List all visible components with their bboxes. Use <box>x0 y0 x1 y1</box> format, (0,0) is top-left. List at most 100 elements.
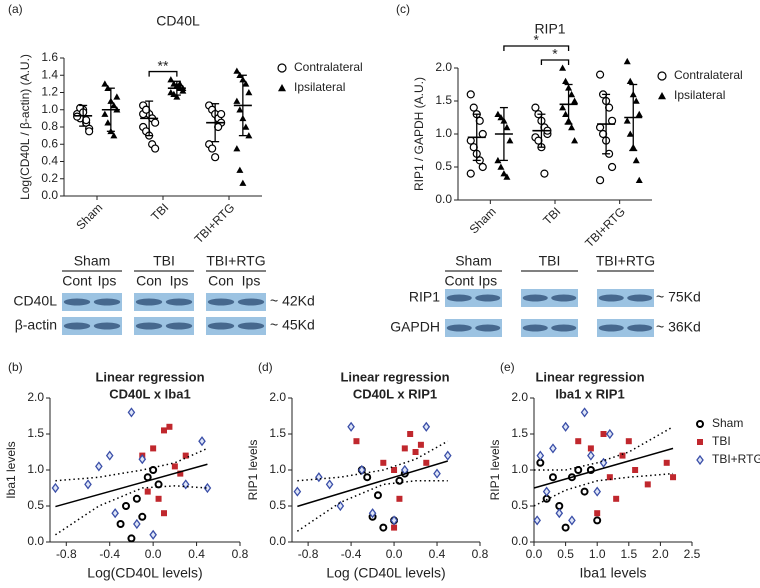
point <box>105 450 114 461</box>
blot-group-label: Sham <box>455 253 492 269</box>
point <box>497 114 505 121</box>
point <box>95 461 103 472</box>
point <box>466 90 475 99</box>
x-tick-label: 0.4 <box>188 547 205 561</box>
blot-size-label: ~ 45Kd <box>270 317 315 333</box>
point <box>111 508 119 519</box>
y-tick-label: 1.6 <box>41 50 58 64</box>
blot-panel <box>62 293 122 311</box>
blot-lane-label: Ips <box>478 273 497 289</box>
significance-label: * <box>552 46 558 62</box>
x-tick-label: 1.5 <box>620 547 637 561</box>
point <box>401 445 408 452</box>
point <box>236 166 244 173</box>
point <box>469 103 478 112</box>
x-tick-label: TBI <box>540 204 563 227</box>
blot-size-label: ~ 75Kd <box>656 289 701 305</box>
x-tick-label: Sham <box>73 200 105 232</box>
confidence-band <box>296 480 448 532</box>
point <box>150 445 157 452</box>
point <box>104 119 112 126</box>
chart-title: RIP1 <box>534 21 565 37</box>
point <box>595 176 605 185</box>
blot-panel <box>597 289 654 307</box>
point <box>542 486 551 497</box>
point <box>568 515 576 526</box>
chart-title: Linear regression <box>535 369 644 384</box>
blot-band <box>93 298 121 306</box>
point <box>423 459 430 466</box>
point <box>619 452 626 459</box>
point <box>347 421 355 432</box>
point <box>540 169 549 178</box>
blot-band <box>165 298 193 306</box>
blot-lane-label: Ips <box>98 273 117 289</box>
point <box>391 524 398 531</box>
blot-panel <box>521 289 578 307</box>
blot-band <box>237 298 265 306</box>
blot-row-label: β-actin <box>15 317 57 333</box>
chart-subtitle: CD40L x Iba1 <box>109 386 190 401</box>
blot-band <box>522 294 548 302</box>
y-tick-label: 1.5 <box>435 93 452 107</box>
y-tick-label: 0.0 <box>435 192 452 206</box>
significance-bracket <box>503 45 570 51</box>
significance-label: ** <box>158 57 169 73</box>
y-tick-label: 1.4 <box>41 67 58 81</box>
blot-band <box>598 294 624 302</box>
point <box>478 129 487 139</box>
x-axis-label: Iba1 levels <box>580 565 647 581</box>
point <box>315 472 323 483</box>
y-axis-label: Log(CD40L / β-actin) (A.U.) <box>18 54 32 200</box>
point <box>571 97 579 104</box>
point <box>151 144 160 153</box>
point <box>478 162 487 172</box>
point <box>562 110 570 117</box>
point <box>503 173 511 180</box>
blot-row-label: RIP1 <box>409 289 440 305</box>
legend-label: Ipsilateral <box>294 80 345 94</box>
x-tick-label: 0.5 <box>557 547 574 561</box>
blot-band <box>63 298 91 306</box>
point <box>173 93 181 100</box>
point <box>363 473 372 482</box>
point <box>625 438 632 445</box>
point <box>293 486 302 497</box>
blot-panel <box>445 319 502 337</box>
y-axis-label: Iba1 levels <box>4 441 18 498</box>
point <box>506 137 514 144</box>
point <box>242 123 250 130</box>
legend-label: Sham <box>712 416 743 430</box>
y-tick-label: 1.5 <box>269 426 286 440</box>
point <box>133 518 141 530</box>
point <box>85 127 94 136</box>
point <box>606 428 614 440</box>
point <box>116 520 125 528</box>
point <box>568 123 576 131</box>
chart-title: Linear regression <box>95 369 204 384</box>
blot-band <box>237 322 265 330</box>
point <box>101 110 109 117</box>
legend-marker <box>697 439 703 445</box>
point <box>154 480 163 489</box>
y-tick-label: 0.5 <box>511 498 528 512</box>
blot-band <box>551 294 577 302</box>
blot-band <box>446 294 472 302</box>
y-tick-label: 1.0 <box>435 126 452 140</box>
blot-panel <box>445 289 502 307</box>
x-tick-label: 2.0 <box>652 547 669 561</box>
point <box>536 450 545 461</box>
regression-line <box>297 460 448 508</box>
y-tick-label: 2.0 <box>511 390 528 404</box>
point <box>466 136 475 145</box>
point <box>177 470 184 477</box>
blot-group-label: TBI+RTG <box>206 253 265 269</box>
blot-size-label: ~ 36Kd <box>656 319 701 335</box>
y-tick-label: 0.0 <box>511 534 528 548</box>
point <box>110 132 118 139</box>
point <box>632 467 639 473</box>
y-tick-label: 0.2 <box>41 171 58 185</box>
point <box>568 90 576 98</box>
point <box>503 123 511 131</box>
x-tick-label: 1.0 <box>589 547 606 561</box>
